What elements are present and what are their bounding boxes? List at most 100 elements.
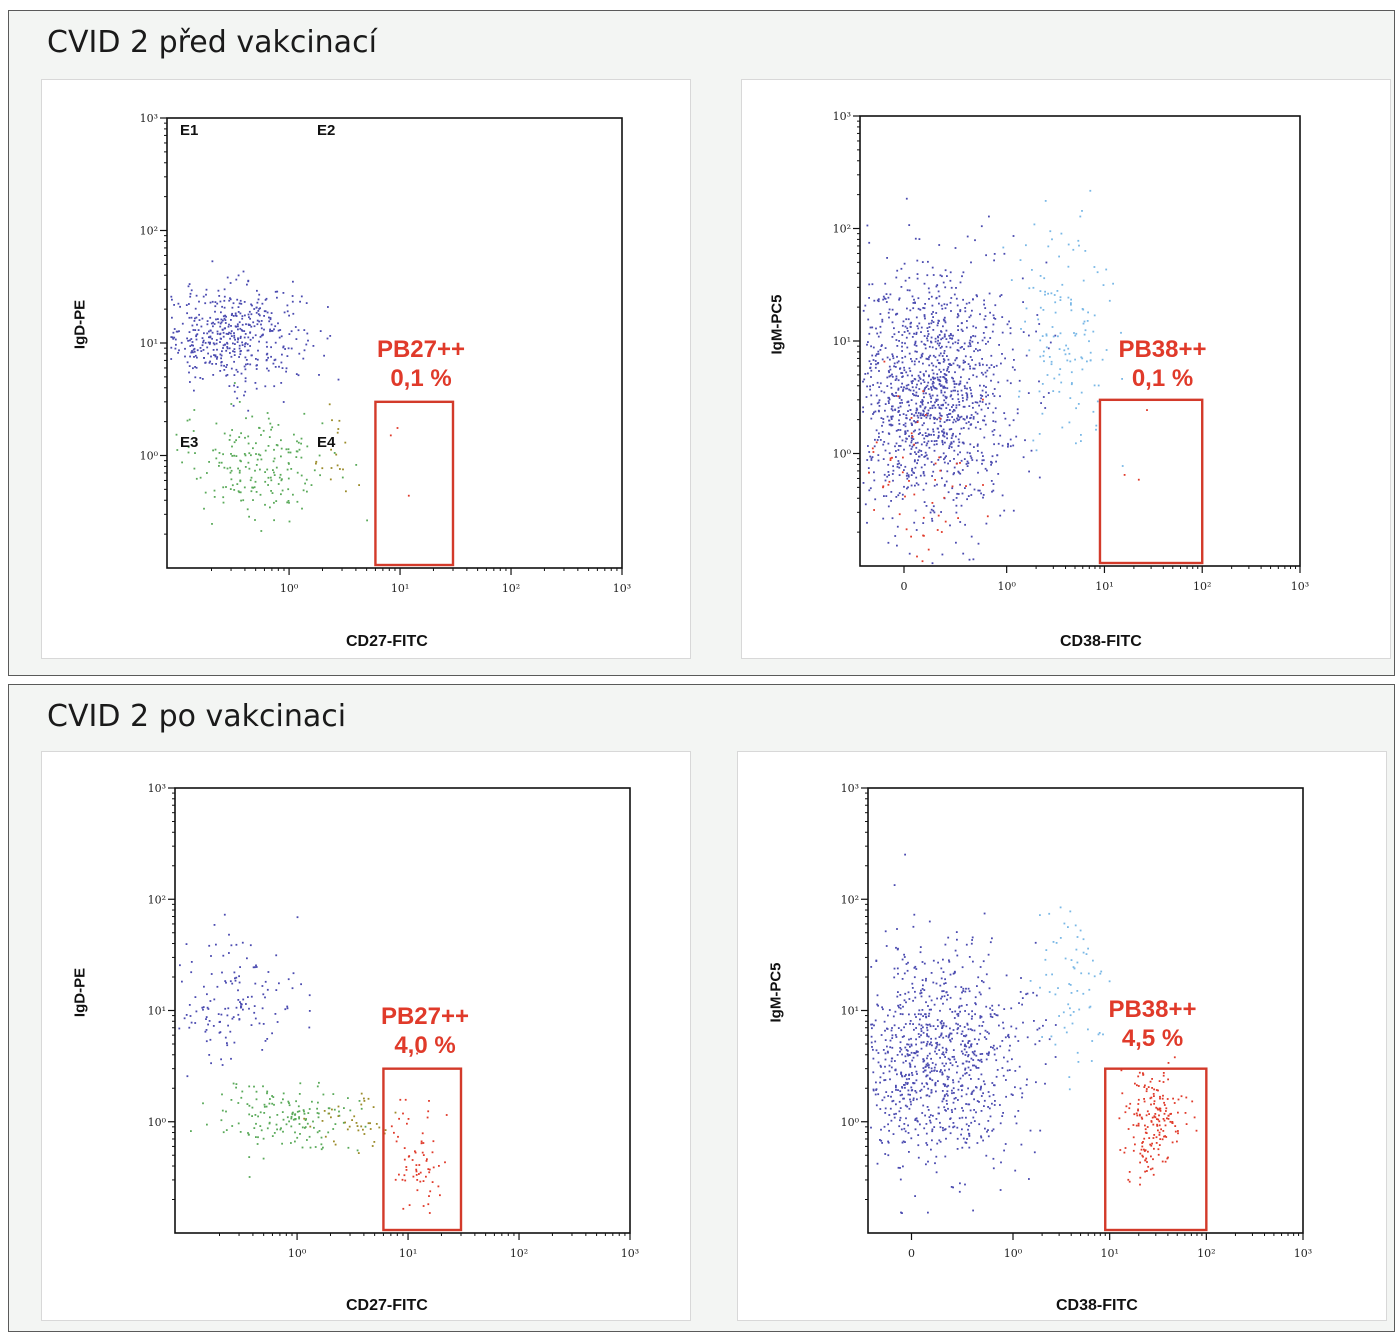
data-point bbox=[184, 347, 186, 350]
data-point bbox=[1001, 444, 1004, 447]
data-point bbox=[903, 1127, 906, 1130]
data-point bbox=[1092, 410, 1095, 413]
data-point bbox=[938, 1049, 941, 1051]
data-point bbox=[973, 1029, 976, 1032]
data-point bbox=[971, 1051, 974, 1053]
data-point bbox=[940, 331, 943, 333]
data-point bbox=[920, 1034, 922, 1037]
data-point bbox=[265, 1105, 268, 1108]
data-point bbox=[928, 393, 931, 396]
data-point bbox=[972, 1052, 975, 1055]
data-point bbox=[928, 1066, 930, 1069]
data-point bbox=[231, 1125, 234, 1127]
data-point bbox=[282, 401, 285, 403]
data-point bbox=[1165, 1107, 1168, 1110]
data-point bbox=[934, 1037, 937, 1040]
data-point bbox=[1047, 347, 1050, 350]
data-point bbox=[976, 412, 979, 415]
data-point bbox=[911, 445, 914, 448]
data-point bbox=[942, 325, 944, 328]
data-point bbox=[1070, 383, 1073, 386]
data-point bbox=[959, 1010, 961, 1013]
data-point bbox=[916, 1098, 918, 1101]
data-point bbox=[254, 382, 257, 384]
data-point bbox=[1015, 1027, 1018, 1030]
data-point bbox=[878, 399, 881, 402]
data-point bbox=[905, 1073, 907, 1076]
data-point bbox=[179, 305, 181, 308]
data-point bbox=[936, 376, 939, 379]
data-point bbox=[273, 328, 275, 331]
data-point bbox=[930, 1148, 932, 1151]
data-point bbox=[957, 349, 960, 352]
data-point bbox=[1164, 1135, 1166, 1137]
data-point bbox=[233, 350, 236, 353]
data-point bbox=[919, 356, 922, 359]
data-point bbox=[972, 298, 974, 301]
data-point bbox=[1172, 1097, 1174, 1100]
data-point bbox=[964, 1141, 967, 1144]
data-point bbox=[208, 944, 211, 947]
data-point bbox=[913, 343, 916, 346]
data-point bbox=[883, 441, 886, 443]
data-point bbox=[957, 438, 960, 441]
data-point bbox=[944, 1109, 946, 1111]
data-point bbox=[945, 1093, 948, 1095]
section-title: CVID 2 před vakcinací bbox=[47, 25, 377, 60]
data-point bbox=[220, 321, 223, 324]
data-point bbox=[211, 337, 213, 340]
data-point bbox=[247, 435, 250, 438]
data-point bbox=[935, 1042, 938, 1044]
data-point bbox=[964, 487, 966, 489]
data-point bbox=[944, 520, 947, 523]
data-point bbox=[265, 297, 268, 300]
data-point bbox=[970, 535, 973, 538]
data-point bbox=[233, 454, 236, 457]
data-point bbox=[904, 1055, 907, 1058]
data-point bbox=[889, 358, 891, 361]
data-point bbox=[917, 483, 920, 486]
data-point bbox=[255, 491, 258, 493]
data-point bbox=[974, 401, 977, 404]
data-point bbox=[1088, 988, 1091, 991]
data-point bbox=[999, 395, 1001, 398]
data-point bbox=[238, 436, 241, 438]
x-tick-label: 10² bbox=[502, 582, 520, 595]
data-point bbox=[889, 457, 892, 460]
data-point bbox=[939, 342, 941, 345]
data-point bbox=[258, 340, 260, 343]
data-point bbox=[277, 322, 279, 325]
data-point bbox=[907, 1054, 909, 1057]
data-point bbox=[913, 1082, 916, 1085]
data-point bbox=[280, 493, 282, 496]
data-point bbox=[204, 361, 207, 364]
data-point bbox=[936, 529, 939, 531]
data-point bbox=[874, 410, 877, 413]
data-point bbox=[213, 496, 216, 498]
data-point bbox=[898, 1100, 901, 1103]
data-point bbox=[328, 403, 331, 406]
data-point bbox=[1007, 445, 1009, 448]
data-point bbox=[914, 1090, 917, 1092]
data-point bbox=[901, 1013, 904, 1016]
data-point bbox=[980, 1095, 983, 1097]
data-point bbox=[936, 394, 939, 397]
data-point bbox=[977, 1078, 980, 1080]
data-point bbox=[965, 463, 968, 465]
data-point bbox=[194, 317, 196, 320]
data-point bbox=[970, 1043, 973, 1046]
data-point bbox=[1029, 980, 1032, 982]
data-point bbox=[173, 336, 176, 339]
data-point bbox=[941, 1053, 944, 1055]
data-point bbox=[1164, 1124, 1167, 1127]
data-point bbox=[902, 388, 905, 391]
data-point bbox=[922, 488, 925, 491]
data-point bbox=[883, 391, 886, 394]
data-point bbox=[974, 1013, 976, 1016]
data-point bbox=[193, 389, 195, 392]
data-point bbox=[367, 1097, 370, 1100]
data-point bbox=[965, 1123, 968, 1126]
data-point bbox=[984, 371, 987, 374]
data-point bbox=[925, 1075, 928, 1078]
data-point bbox=[1149, 1097, 1152, 1100]
